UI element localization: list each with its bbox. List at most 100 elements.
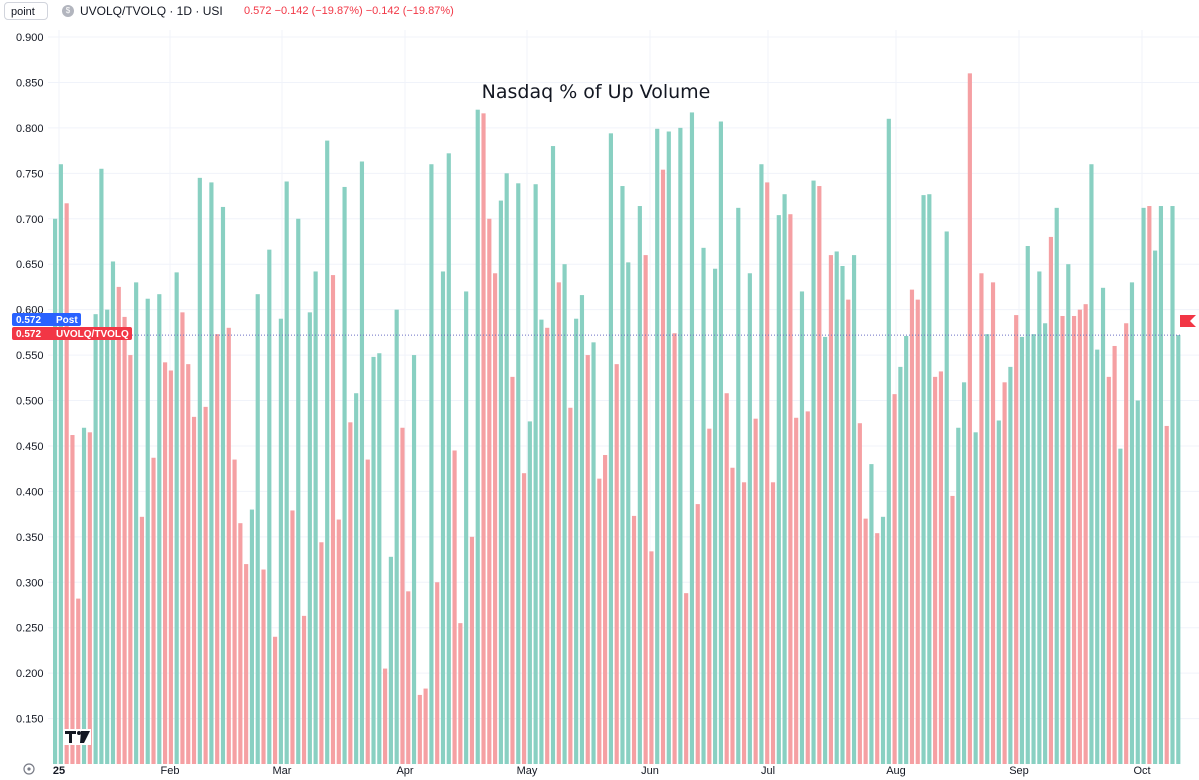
x-tick-label: May (517, 765, 538, 777)
y-tick-label: 0.350 (16, 532, 44, 544)
bar (110, 261, 116, 764)
bar (458, 623, 463, 764)
bar (880, 516, 886, 764)
flag-icon[interactable] (1180, 315, 1196, 327)
bar (296, 218, 301, 764)
bar (510, 376, 515, 764)
bar (643, 255, 648, 764)
bar (979, 273, 984, 764)
bar (1147, 206, 1152, 764)
bar (406, 591, 411, 764)
bar (1164, 425, 1169, 764)
bar (753, 418, 758, 764)
bar (718, 121, 723, 764)
bar (730, 467, 735, 764)
post-badge-label: Post (56, 315, 78, 326)
bar (574, 318, 579, 764)
y-tick-label: 0.750 (16, 168, 44, 180)
bar (568, 407, 573, 764)
bar (556, 282, 561, 764)
symbol-title[interactable]: UVOLQ/TVOLQ · 1D · USI (80, 4, 223, 18)
bar (429, 164, 434, 765)
bar (851, 255, 857, 764)
bar (1019, 336, 1025, 764)
bar (1077, 309, 1082, 765)
bar (122, 316, 127, 764)
bar (614, 364, 619, 764)
bar (365, 459, 370, 764)
bar (232, 459, 237, 764)
bar (163, 362, 168, 764)
bar (336, 519, 341, 764)
bar (794, 417, 799, 764)
x-tick-label: Mar (273, 765, 292, 777)
settings-icon[interactable] (23, 763, 35, 775)
bar (562, 264, 567, 764)
bar (99, 168, 104, 764)
bar (1124, 323, 1129, 764)
bar (1025, 246, 1030, 764)
bar (284, 181, 289, 765)
bar (550, 146, 556, 765)
bar (1008, 366, 1013, 764)
bar (215, 334, 220, 764)
x-tick-label: 25 (53, 765, 65, 777)
symbol-input[interactable]: point (4, 2, 48, 20)
bar (921, 195, 926, 764)
bar (637, 206, 642, 764)
bar (81, 427, 87, 764)
bar (504, 173, 509, 764)
bar (626, 262, 631, 764)
bar (973, 432, 978, 764)
bar (191, 416, 197, 764)
bar (186, 364, 191, 764)
bar (1089, 164, 1094, 765)
bar (435, 582, 440, 764)
y-tick-label: 0.450 (16, 441, 44, 453)
bar (933, 376, 938, 764)
y-axis-ticks: 0.9000.8500.8000.7500.7000.6500.6000.550… (16, 32, 44, 726)
chart-title: Nasdaq % of Up Volume (482, 81, 711, 103)
bar (330, 275, 336, 764)
bar (539, 319, 544, 764)
bar (452, 450, 457, 764)
x-tick-label: Oct (1133, 765, 1150, 777)
bar (151, 457, 156, 764)
bar (273, 636, 278, 764)
bar (209, 182, 214, 764)
post-badge-value: 0.572 (16, 315, 41, 326)
y-tick-label: 0.400 (16, 486, 44, 498)
x-tick-label: Jun (641, 765, 659, 777)
bar (799, 291, 805, 764)
bar (411, 355, 417, 764)
bar (608, 133, 613, 764)
bar (660, 169, 666, 764)
y-tick-label: 0.500 (16, 396, 44, 408)
bar (840, 266, 845, 764)
main-badge-bg (12, 327, 132, 340)
bar (313, 271, 318, 764)
quote-text: 0.572 −0.142 (−19.87%) −0.142 (−19.87%) (244, 5, 454, 17)
bar (961, 382, 967, 764)
x-tick-label: Sep (1009, 765, 1029, 777)
bar (811, 180, 816, 764)
bar (261, 569, 266, 764)
bar (342, 186, 347, 764)
bar (597, 478, 602, 764)
bar (521, 473, 527, 764)
y-tick-label: 0.550 (16, 350, 44, 362)
bar (116, 286, 121, 764)
bar (863, 518, 868, 764)
x-tick-label: Feb (161, 765, 180, 777)
bar (1176, 335, 1181, 764)
bar (776, 215, 781, 764)
tradingview-logo (64, 729, 91, 745)
x-tick-label: Aug (886, 765, 906, 777)
bar (481, 113, 486, 765)
bar (1002, 382, 1007, 764)
bar (105, 309, 110, 765)
x-tick-label: Jul (761, 765, 775, 777)
bar (1060, 315, 1065, 764)
bar (985, 334, 990, 764)
